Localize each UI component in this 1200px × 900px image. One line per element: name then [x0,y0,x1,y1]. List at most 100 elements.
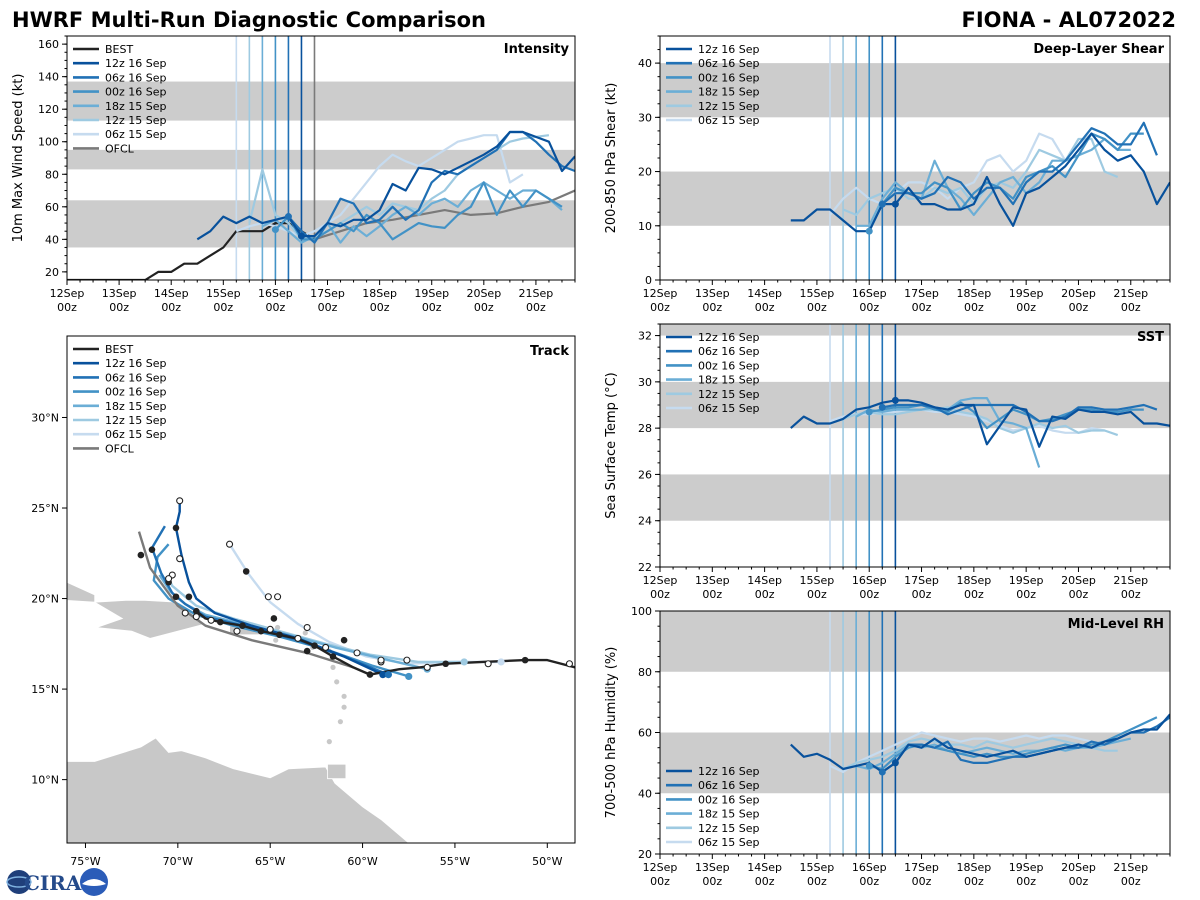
lon-tick-label-0: 75°W [70,855,100,868]
track-point-open-3 [403,656,411,664]
track-point-filled-12 [172,524,180,532]
y-tick-label-3: 30 [638,111,652,124]
y-tick-label-6: 140 [38,71,59,84]
series-line-1 [287,130,575,244]
plot-area [660,36,1170,280]
y-tick-label-3: 80 [638,666,652,679]
y-tick-label-4: 40 [638,57,652,70]
series-line-0 [196,130,575,241]
series-line-5 [829,132,1106,216]
lon-tick-label-4: 55°W [440,855,470,868]
series-line-0 [790,399,1170,448]
band-1 [67,149,575,170]
y-tick-label-3: 28 [638,422,652,435]
x-tick-label-hour-1: 00z [702,301,722,314]
x-tick-label-day-2: 14Sep [747,574,782,587]
init-marker-2 [865,227,873,235]
x-tick-label-hour-4: 00z [859,875,879,888]
legend-label-5: 06z 15 Sep [698,402,760,415]
y-tick-label-4: 100 [631,605,652,618]
x-tick-label-day-3: 15Sep [800,574,835,587]
series-line-3 [855,737,1132,771]
init-marker-1 [878,403,886,411]
track-legend-label-3: 00z 16 Sep [105,386,167,399]
track-point-open-21 [377,656,385,664]
plot-area [660,611,1170,854]
x-tick-label-day-8: 20Sep [1061,574,1096,587]
panel-title: Mid-Level RH [1068,617,1164,632]
series-line-5 [829,731,1105,774]
best-line [67,222,316,280]
storm-title: FIONA - AL072022 [962,8,1176,32]
plot-area [660,324,1170,567]
track-point-open-1 [484,660,492,668]
lat-tick-label-1: 15°N [31,683,59,696]
x-tick-label-day-4: 16Sep [852,574,887,587]
map-area [67,497,575,843]
legend-label-1: 06z 16 Sep [698,779,760,792]
x-tick-label-day-6: 18Sep [956,574,991,587]
x-tick-label-day-1: 13Sep [695,287,730,300]
series-line-2 [868,132,1144,232]
track-point-open-6 [322,643,330,651]
track-init-marker-2 [405,672,413,681]
series-line-0 [790,713,1170,774]
legend-label-3: 18z 15 Sep [698,86,760,99]
x-tick-label-day-9: 21Sep [1113,574,1148,587]
series-line-4 [842,406,1119,437]
legend-label-4: 18z 15 Sep [105,100,167,113]
track-best-line [195,610,575,676]
x-tick-label-day-8: 20Sep [1061,861,1096,874]
legend-label-5: 12z 15 Sep [105,114,167,127]
band-2 [660,324,1170,336]
track-point-filled-16 [340,636,348,644]
x-tick-label-day-6: 18Sep [956,287,991,300]
band-0 [67,200,575,248]
x-tick-label-day-7: 19Sep [1009,574,1044,587]
plot-area [67,36,575,280]
init-marker-0 [891,759,899,767]
land-island-8 [302,630,308,636]
land-island-0 [326,739,332,745]
y-tick-label-0: 20 [45,266,59,279]
panel-title: SST [1137,330,1164,345]
x-tick-label-day-8: 20Sep [1061,287,1096,300]
track-init-marker-1 [384,671,393,679]
track-point-open-12 [181,609,189,617]
panel-intensity: 2040608010012014016012Sep00z13Sep00z14Se… [11,35,576,314]
x-tick-label-day-7: 19Sep [1009,287,1044,300]
x-tick-label-day-7: 19Sep [414,287,449,300]
track-point-open-18 [264,593,272,601]
track-legend-label-7: OFCL [105,442,135,455]
lat-tick-label-2: 20°N [31,593,59,606]
track-point-filled-14 [148,546,156,553]
x-tick-label-hour-2: 00z [161,301,181,314]
x-tick-label-hour-6: 00z [964,875,984,888]
series-line-0 [790,132,1170,233]
y-tick-label-1: 40 [45,233,59,246]
x-tick-label-hour-7: 00z [422,301,442,314]
series-line-2 [274,181,563,241]
y-axis-label: 200-850 hPa Shear (kt) [604,83,619,234]
panels-layer: 2040608010012014016012Sep00z13Sep00z14Se… [11,35,1171,888]
x-tick-label-day-2: 14Sep [747,287,782,300]
band-0 [660,474,1170,521]
legend-label-3: 18z 15 Sep [698,374,760,387]
x-tick-label-hour-8: 00z [1069,875,1089,888]
lon-tick-label-1: 70°W [163,855,193,868]
lat-tick-label-0: 10°N [31,774,59,787]
legend-label-3: 00z 16 Sep [105,86,167,99]
track-legend-label-2: 06z 16 Sep [105,371,167,384]
x-tick-label-day-7: 19Sep [1009,861,1044,874]
legend-label-4: 12z 15 Sep [698,100,760,113]
track-point-filled-1 [442,660,449,668]
globe-orbit-icon [6,876,32,888]
series-line-1 [882,403,1158,423]
x-tick-label-hour-9: 00z [1121,875,1141,888]
land-south-america [67,737,410,843]
x-tick-label-hour-0: 00z [57,301,77,314]
band-1 [660,63,1170,118]
x-tick-label-day-1: 13Sep [695,574,730,587]
land-island-10 [274,624,281,631]
series-line-4 [842,737,1118,770]
